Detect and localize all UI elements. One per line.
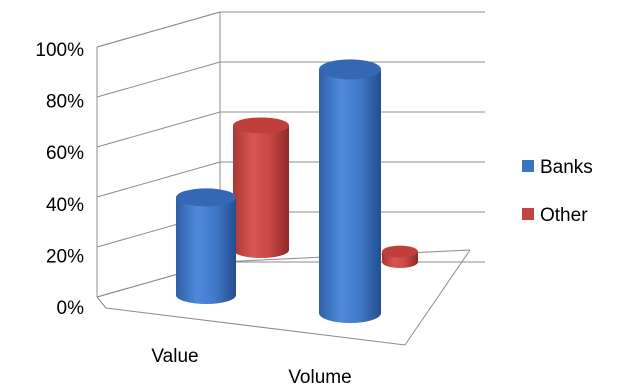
axis-frame [96, 296, 107, 309]
gridline [96, 11, 485, 48]
legend-label: Banks [540, 157, 593, 178]
bar-other-value [233, 117, 289, 258]
bar-banks-value [176, 188, 236, 304]
legend-swatch [522, 208, 534, 220]
bar-other-volume [382, 245, 418, 268]
y-tick-label: 100% [35, 40, 84, 61]
legend-swatch [522, 160, 534, 172]
axis-frame [105, 249, 471, 346]
gridline [96, 111, 485, 148]
axis-frame [96, 11, 485, 48]
y-tick-label: 60% [46, 143, 84, 164]
y-tick-label: 20% [46, 246, 84, 267]
y-tick-label: 40% [46, 195, 84, 216]
x-category-label: Volume [288, 367, 351, 388]
gridline [96, 261, 485, 298]
gridline [96, 211, 485, 248]
gridline [96, 61, 485, 98]
bar-banks-volume [319, 59, 381, 323]
legend-label: Other [540, 205, 588, 226]
gridline [96, 161, 485, 198]
y-tick-label: 0% [57, 298, 85, 319]
y-axis: 0% 20% 40% 60% 80% 100% [35, 40, 84, 319]
plot-area [176, 59, 418, 323]
x-axis: Value Volume [151, 346, 351, 388]
y-tick-label: 80% [46, 92, 84, 113]
x-category-label: Value [151, 346, 198, 367]
legend: Banks Other [522, 157, 593, 226]
grid [96, 11, 485, 346]
